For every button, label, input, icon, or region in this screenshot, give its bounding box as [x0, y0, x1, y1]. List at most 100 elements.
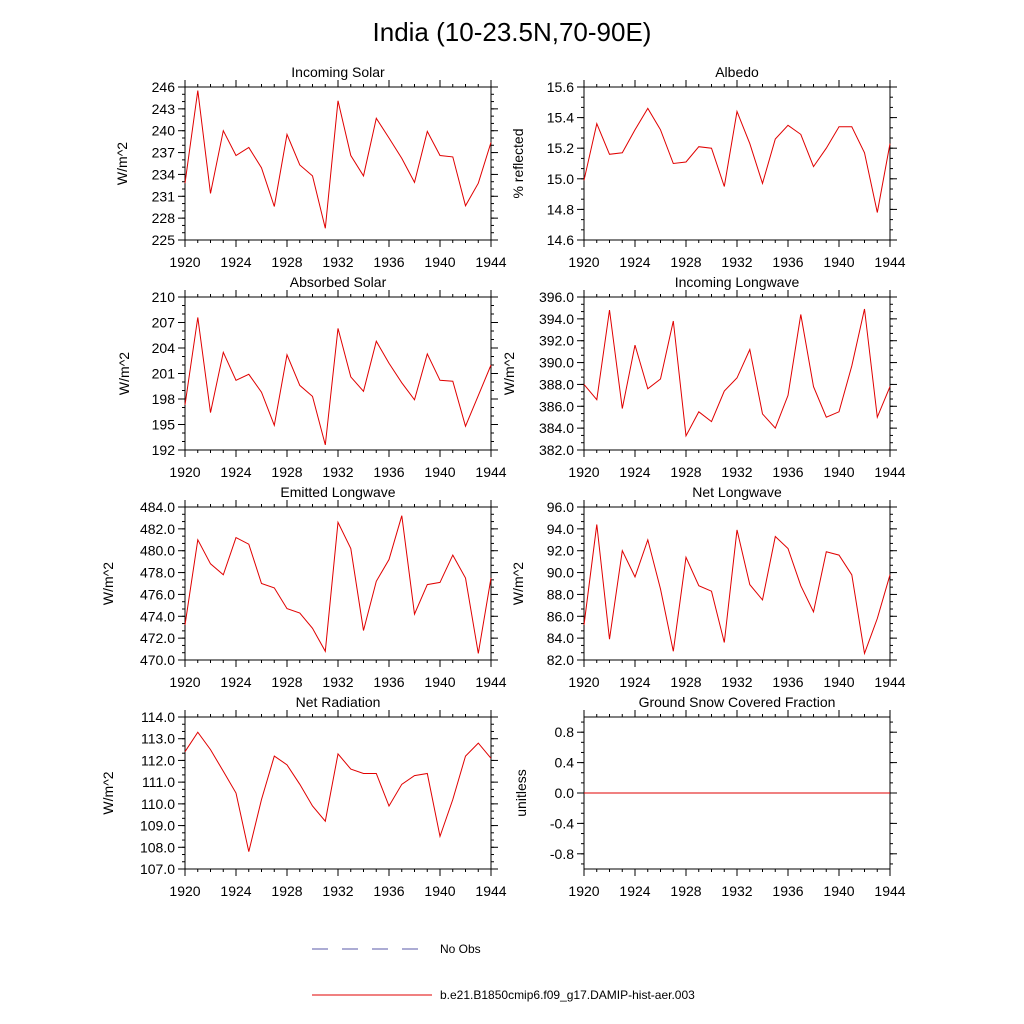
- y-axis-label: W/m^2: [100, 562, 116, 605]
- x-tick-label: 1928: [670, 883, 701, 899]
- x-tick-label: 1940: [424, 883, 455, 899]
- y-tick-label: 234: [152, 166, 176, 182]
- x-tick-label: 1940: [424, 464, 455, 480]
- x-tick-label: 1924: [220, 674, 251, 690]
- y-tick-label: 15.0: [547, 171, 574, 187]
- series-line: [583, 524, 891, 656]
- x-tick-label: 1936: [373, 254, 404, 270]
- x-tick-label: 1944: [475, 674, 506, 690]
- y-tick-label: 237: [152, 145, 176, 161]
- x-tick-label: 1924: [619, 883, 650, 899]
- y-tick-label: 14.6: [547, 232, 574, 248]
- y-axis-label: % reflected: [510, 128, 526, 198]
- x-tick-label: 1932: [721, 883, 752, 899]
- panel-title: Net Radiation: [296, 694, 381, 710]
- chart-panel-4: Emitted Longwave W/m^2 470.0 472.0 474.0 476.…: [100, 484, 507, 690]
- panel-title: Net Longwave: [692, 484, 782, 500]
- chart-panel-2: Absorbed Solar W/m^2 192 195 198 201 204 207 210…: [116, 274, 507, 480]
- y-axis-label: W/m^2: [510, 562, 526, 605]
- x-tick-label: 1932: [322, 674, 353, 690]
- y-tick-label: 240: [152, 123, 176, 139]
- panel-title: Ground Snow Covered Fraction: [639, 694, 836, 710]
- chart-panel-5: Net Longwave W/m^2 82.0 84.0 86.0 88.0 90.0 92.…: [510, 484, 906, 690]
- plot-frame: [184, 86, 492, 241]
- x-tick-label: 1932: [322, 883, 353, 899]
- y-tick-label: 478.0: [140, 565, 175, 581]
- y-tick-label: 484.0: [140, 499, 175, 515]
- y-axis-label: unitless: [513, 769, 529, 816]
- panel-title: Incoming Longwave: [675, 274, 800, 290]
- x-tick-label: 1928: [670, 674, 701, 690]
- x-tick-label: 1920: [568, 254, 599, 270]
- y-tick-label: 110.0: [141, 796, 175, 812]
- x-tick-label: 1924: [619, 464, 650, 480]
- x-tick-label: 1920: [169, 674, 200, 690]
- legend: No Obs b.e21.B1850cmip6.f09_g17.DAMIP-hi…: [312, 942, 695, 1002]
- panel-title: Albedo: [715, 64, 759, 80]
- x-tick-label: 1940: [823, 674, 854, 690]
- plot-frame: [583, 296, 891, 451]
- y-tick-label: 472.0: [140, 630, 175, 646]
- chart-panel-3: Incoming Longwave W/m^2 382.0 384.0 386.0 388…: [501, 274, 906, 480]
- series-line: [184, 731, 492, 852]
- plot-frame: [583, 86, 891, 241]
- x-tick-label: 1944: [874, 464, 905, 480]
- y-tick-label: 92.0: [547, 543, 574, 559]
- x-tick-label: 1936: [772, 674, 803, 690]
- y-tick-label: 109.0: [140, 818, 175, 834]
- x-tick-label: 1940: [823, 254, 854, 270]
- x-tick-label: 1920: [169, 464, 200, 480]
- y-tick-label: 112.0: [141, 752, 175, 768]
- y-tick-label: 0.0: [555, 785, 575, 801]
- y-tick-label: 201: [152, 366, 176, 382]
- y-tick-label: 228: [152, 210, 176, 226]
- legend-label-no-obs: No Obs: [440, 942, 481, 956]
- x-tick-label: 1928: [271, 254, 302, 270]
- y-axis-label: W/m^2: [100, 771, 116, 814]
- y-tick-label: 0.8: [555, 724, 575, 740]
- x-tick-label: 1944: [475, 254, 506, 270]
- panels-group: Incoming Solar W/m^2 225 228 231 234 237 240 243…: [100, 64, 906, 899]
- x-tick-label: 1924: [220, 464, 251, 480]
- plot-frame: [184, 716, 492, 870]
- y-tick-label: 474.0: [140, 608, 175, 624]
- y-tick-label: 388.0: [539, 376, 574, 392]
- x-tick-label: 1944: [874, 254, 905, 270]
- x-tick-label: 1920: [568, 883, 599, 899]
- x-tick-label: 1936: [772, 883, 803, 899]
- y-axis-label: W/m^2: [114, 142, 130, 185]
- x-tick-label: 1932: [721, 674, 752, 690]
- y-tick-label: 390.0: [539, 355, 574, 371]
- x-tick-label: 1936: [373, 883, 404, 899]
- y-tick-label: 207: [152, 315, 176, 331]
- y-tick-label: 198: [152, 391, 176, 407]
- x-tick-label: 1936: [373, 674, 404, 690]
- x-tick-label: 1932: [322, 464, 353, 480]
- y-tick-label: 386.0: [539, 398, 574, 414]
- y-tick-label: 114.0: [141, 709, 175, 725]
- x-tick-label: 1932: [721, 254, 752, 270]
- y-tick-label: 14.8: [547, 201, 574, 217]
- x-tick-label: 1944: [874, 674, 905, 690]
- x-tick-label: 1932: [721, 464, 752, 480]
- y-tick-label: 94.0: [547, 521, 574, 537]
- x-tick-label: 1936: [373, 464, 404, 480]
- series-line: [184, 90, 492, 229]
- x-tick-label: 1920: [568, 674, 599, 690]
- series-line: [184, 515, 492, 654]
- x-tick-label: 1924: [220, 254, 251, 270]
- series-line: [583, 308, 891, 438]
- chart-panel-0: Incoming Solar W/m^2 225 228 231 234 237 240 243…: [114, 64, 507, 270]
- y-tick-label: 88.0: [547, 586, 574, 602]
- y-tick-label: 382.0: [539, 442, 574, 458]
- x-tick-label: 1928: [670, 464, 701, 480]
- chart-panel-6: Net Radiation W/m^2 107.0 108.0 109.0 110.0 11…: [100, 694, 507, 899]
- y-tick-label: 225: [152, 232, 176, 248]
- chart-panel-1: Albedo % reflected 14.6 14.8 15.0 15.2 15.4 15.…: [510, 64, 906, 270]
- y-tick-label: 246: [152, 79, 176, 95]
- x-tick-label: 1932: [322, 254, 353, 270]
- y-tick-label: 15.2: [547, 140, 574, 156]
- x-tick-label: 1944: [874, 883, 905, 899]
- y-tick-label: 84.0: [547, 630, 574, 646]
